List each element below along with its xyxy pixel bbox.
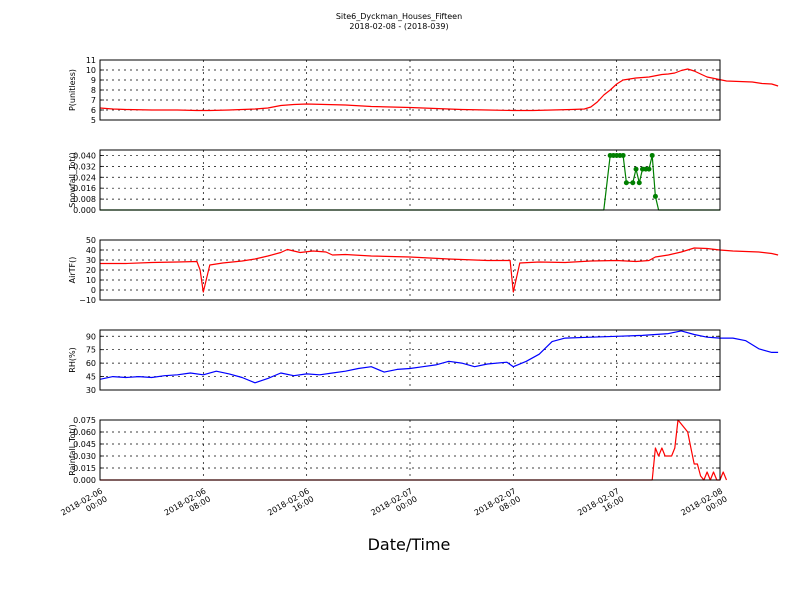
y-tick-label: 0.032: [73, 162, 96, 171]
series-line-3: [100, 247, 779, 293]
x-tick-label: 2018-02-0616:00: [266, 486, 315, 525]
x-tick-label: 2018-02-0600:00: [59, 486, 108, 525]
data-point: [652, 193, 658, 199]
y-tick-label: 0.060: [73, 428, 96, 437]
series-line-5: [100, 419, 728, 481]
x-axis-ticks: 2018-02-0600:00 2018-02-0608:00 2018-02-06…: [59, 486, 728, 525]
x-tick-label: 2018-02-0608:00: [163, 486, 212, 525]
y-tick-label: 5: [91, 116, 96, 125]
chart-subtitle: 2018-02-08 - (2018-039): [349, 22, 448, 31]
y-tick-label: 30: [86, 256, 96, 265]
y-tick-label: 7: [91, 96, 96, 105]
x-tick-label: 2018-02-0700:00: [369, 486, 418, 525]
panel-frame: [99, 149, 721, 211]
y-axis-label: Rainfall_Tot(): [68, 424, 77, 476]
y-tick-label: 60: [86, 359, 96, 368]
y-tick-label: 10: [86, 66, 96, 75]
y-tick-label: 0.000: [73, 206, 96, 215]
data-point: [623, 180, 629, 186]
series-line-4: [99, 330, 779, 384]
y-tick-label: 45: [86, 373, 96, 382]
y-tick-label: 9: [91, 76, 96, 85]
y-axis-label: Snowfall_Tot(): [68, 152, 77, 208]
y-tick-label: 10: [86, 276, 96, 285]
y-tick-label: 0.040: [73, 151, 96, 160]
x-tick-label: 2018-02-0716:00: [576, 486, 625, 525]
x-tick-label: 2018-02-0800:00: [679, 486, 728, 525]
panel-4: 30 45 60 75 90 RH(%): [68, 329, 779, 395]
panel-5: 0.000 0.015 0.030 0.045 0.060 0.075Rainfall_T…: [68, 416, 728, 485]
y-tick-label: 0.030: [73, 452, 96, 461]
data-point: [646, 166, 652, 172]
y-tick-label: 30: [86, 386, 96, 395]
y-tick-label: 0.008: [73, 195, 96, 204]
y-axis-label: P(unitless): [68, 69, 77, 111]
series-line-1: [99, 68, 779, 112]
y-tick-label: 0.000: [73, 476, 96, 485]
data-point: [636, 180, 642, 186]
chart-panels: 567891011P(unitless)0.0000.0080.0160.024…: [68, 56, 779, 485]
y-tick-label: 90: [86, 332, 96, 341]
y-tick-label: 0.045: [73, 440, 96, 449]
panel-frame: [99, 329, 721, 391]
data-point: [630, 180, 636, 186]
x-axis-label: Date/Time: [368, 535, 451, 554]
y-tick-label: 11: [86, 56, 96, 65]
y-tick-label: 50: [86, 236, 96, 245]
y-tick-label: 40: [86, 246, 96, 255]
y-tick-label: 20: [86, 266, 96, 275]
y-tick-label: 6: [91, 106, 96, 115]
panel-frame: [99, 419, 721, 481]
chart-title: Site6_Dyckman_Houses_Fifteen: [336, 12, 462, 21]
y-axis-label: RH(%): [68, 347, 77, 372]
panel-2: 0.000 0.008 0.016 0.024 0.032 0.040Snowfall_T…: [68, 149, 721, 215]
panel-frame: [99, 239, 721, 301]
data-point: [633, 166, 639, 172]
y-tick-label: −10: [79, 296, 96, 305]
data-point: [620, 152, 626, 158]
y-tick-label: 0: [91, 286, 96, 295]
y-axis-label: AirTF(): [68, 257, 77, 284]
data-point: [649, 152, 655, 158]
y-tick-label: 0.075: [73, 416, 96, 425]
y-tick-label: 0.016: [73, 184, 96, 193]
y-tick-label: 0.024: [73, 173, 96, 182]
panel-frame: [99, 59, 721, 121]
y-tick-label: 0.015: [73, 464, 96, 473]
x-tick-label: 2018-02-0708:00: [473, 486, 522, 525]
y-tick-label: 8: [91, 86, 96, 95]
y-tick-label: 75: [86, 346, 96, 355]
